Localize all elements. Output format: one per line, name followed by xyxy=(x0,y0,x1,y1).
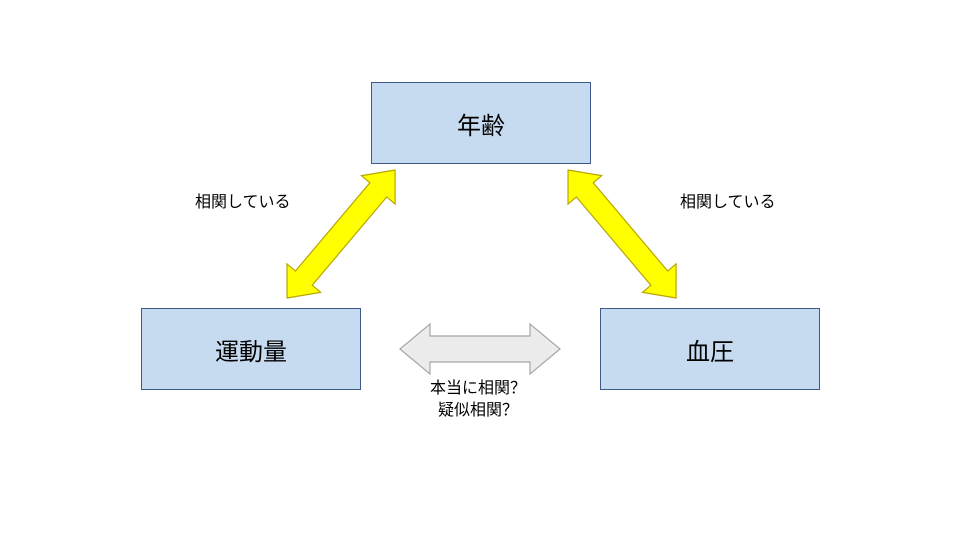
node-bloodpressure-label: 血圧 xyxy=(686,332,734,367)
arrow-path xyxy=(400,324,560,374)
node-age-label: 年齢 xyxy=(457,106,505,141)
node-exercise: 運動量 xyxy=(141,308,361,390)
edge-label-age-bloodpressure: 相関している xyxy=(680,192,776,214)
edge-label-exercise-bloodpressure: 本当に相関？ 疑似相関？ xyxy=(430,378,526,421)
arrow-path xyxy=(287,170,395,298)
arrow-age-bloodpressure xyxy=(566,168,678,300)
node-exercise-label: 運動量 xyxy=(215,332,287,367)
edge-label-age-exercise: 相関している xyxy=(195,192,291,214)
arrow-exercise-bloodpressure xyxy=(398,322,562,376)
node-bloodpressure: 血圧 xyxy=(600,308,820,390)
arrow-path xyxy=(568,170,676,298)
node-age: 年齢 xyxy=(371,82,591,164)
arrow-age-exercise xyxy=(285,168,397,300)
